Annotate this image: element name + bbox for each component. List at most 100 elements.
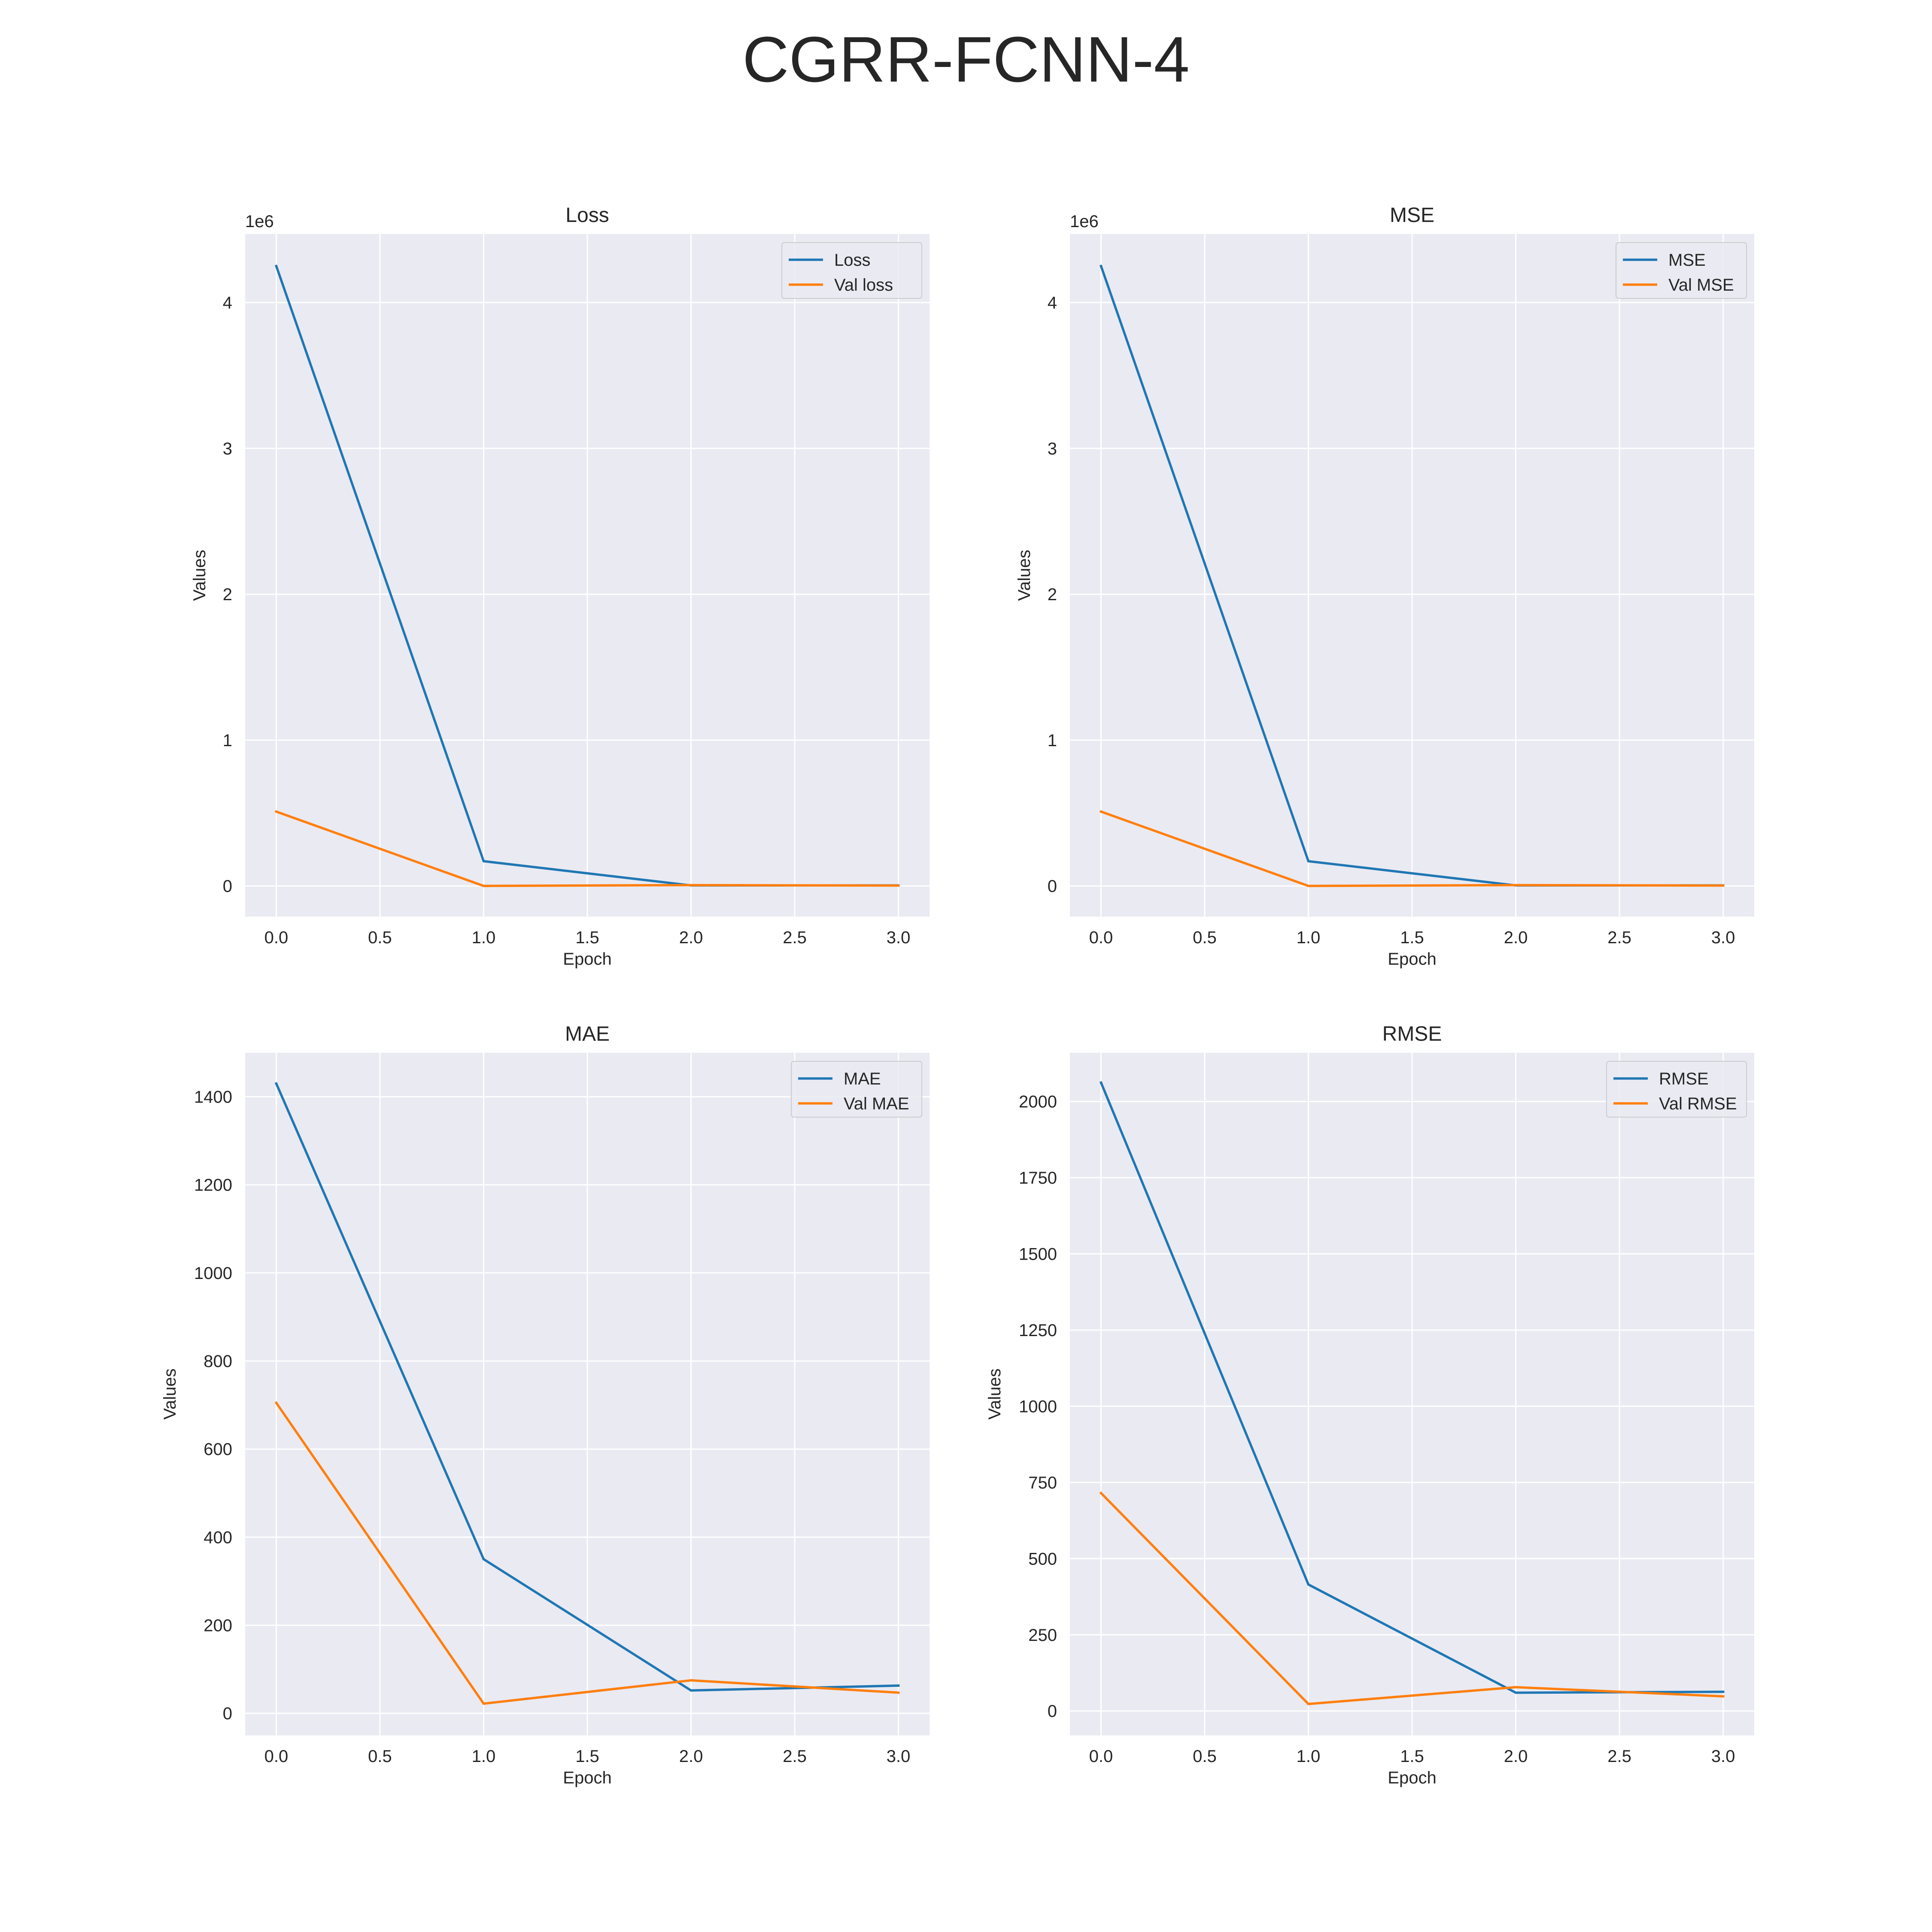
y-axis-label: Values [190, 550, 209, 601]
y-tick-label: 600 [204, 1440, 232, 1459]
x-tick-label: 0.0 [264, 928, 289, 947]
data-point [690, 884, 693, 887]
subplot-title: MSE [1390, 204, 1434, 227]
y-offset-label: 1e6 [245, 212, 274, 231]
y-tick-label: 1750 [1019, 1169, 1057, 1188]
legend-label: Val MAE [844, 1094, 909, 1113]
series-line-val-loss [274, 810, 900, 887]
subplot-mae: 0.0 0.5 1.0 1.5 2.0 2.5 3.0 0 200 400 600 800 1000 12… [161, 1023, 930, 1787]
y-tick-label: 2000 [1019, 1093, 1057, 1112]
x-tick-label: 1.0 [1297, 928, 1321, 947]
subplot-title: Loss [565, 204, 609, 227]
y-tick-label: 4 [223, 294, 232, 313]
x-tick-label: 2.5 [1607, 928, 1631, 947]
legend-label: Val RMSE [1659, 1094, 1737, 1113]
x-tick-label: 2.5 [783, 1747, 807, 1766]
x-tick-label: 0.5 [368, 928, 392, 947]
y-tick-label: 1400 [194, 1088, 232, 1107]
data-point [482, 860, 485, 863]
data-point [1100, 264, 1103, 267]
x-tick-label: 0.5 [368, 1747, 392, 1766]
subplot-title: RMSE [1382, 1023, 1442, 1045]
x-axis-label: Epoch [563, 1768, 611, 1787]
y-tick-label: 1000 [1019, 1397, 1057, 1416]
data-point [690, 1689, 693, 1692]
x-tick-label: 1.5 [1400, 928, 1424, 947]
y-axis-label: Values [161, 1368, 179, 1419]
series-line-val-rmse [1099, 1491, 1725, 1705]
x-tick-label: 2.0 [1504, 928, 1528, 947]
x-tick-label: 0.5 [1193, 1747, 1217, 1766]
subplot-mse: 0.0 0.5 1.0 1.5 2.0 2.5 3.0 0 1 2 3 4 1e6 MSE Epoch Val… [1015, 204, 1754, 969]
y-tick-label: 1500 [1019, 1245, 1057, 1264]
y-tick-label: 1200 [194, 1176, 232, 1195]
x-tick-label: 0.5 [1193, 928, 1217, 947]
x-tick-label: 3.0 [887, 1747, 911, 1766]
x-axis-label: Epoch [1388, 950, 1436, 969]
data-point [897, 884, 900, 887]
x-tick-label: 1.5 [1400, 1747, 1424, 1766]
data-point [897, 1691, 900, 1694]
legend-label: MSE [1668, 251, 1706, 270]
series-line-mae [274, 1082, 900, 1692]
x-tick-label: 3.0 [1711, 1747, 1735, 1766]
data-point [1307, 884, 1310, 887]
x-tick-label: 3.0 [1711, 928, 1735, 947]
x-tick-label: 2.0 [1504, 1747, 1528, 1766]
y-tick-label: 0 [223, 1704, 232, 1723]
data-point [1307, 1583, 1310, 1586]
y-tick-label: 3 [223, 439, 232, 458]
y-tick-label: 1000 [194, 1264, 232, 1283]
x-tick-label: 1.0 [472, 928, 496, 947]
x-tick-label: 0.0 [264, 1747, 289, 1766]
y-tick-label: 0 [1048, 877, 1057, 896]
legend-label: Loss [834, 251, 871, 270]
x-tick-label: 1.5 [575, 928, 599, 947]
data-point [1514, 884, 1517, 887]
y-tick-label: 400 [204, 1528, 232, 1547]
subplot-rmse: 0.0 0.5 1.0 1.5 2.0 2.5 3.0 0 250 500 750 1000 1250 1… [985, 1023, 1754, 1787]
data-point [275, 810, 278, 813]
x-axis-label: Epoch [563, 950, 611, 969]
x-tick-label: 1.0 [472, 1747, 496, 1766]
y-tick-label: 0 [1048, 1702, 1057, 1721]
data-point [1514, 1691, 1517, 1694]
x-tick-label: 2.5 [783, 928, 807, 947]
subplot-grid: 0.0 0.5 1.0 1.5 2.0 2.5 3.0 0 1 2 3 4 1e6 Loss Epoch Va… [161, 204, 1754, 1787]
data-point [1100, 1492, 1103, 1495]
y-axis-label: Values [985, 1368, 1004, 1419]
x-tick-label: 1.0 [1297, 1747, 1321, 1766]
y-tick-label: 0 [223, 877, 232, 896]
y-tick-label: 3 [1048, 439, 1057, 458]
data-point [275, 1082, 278, 1085]
subplot-title: MAE [565, 1023, 610, 1045]
y-offset-label: 1e6 [1070, 212, 1099, 231]
y-tick-label: 2 [1048, 585, 1057, 604]
data-point [1307, 860, 1310, 863]
y-tick-label: 500 [1028, 1549, 1057, 1568]
y-tick-label: 1250 [1019, 1321, 1057, 1340]
data-point [482, 884, 485, 887]
x-tick-label: 1.5 [575, 1747, 599, 1766]
y-tick-label: 1 [223, 731, 232, 750]
legend-label: Val loss [834, 276, 893, 295]
data-point [275, 1401, 278, 1404]
x-axis-label: Epoch [1388, 1768, 1436, 1787]
legend-label: MAE [844, 1069, 881, 1088]
data-point [1722, 884, 1725, 887]
data-point [482, 1702, 485, 1705]
series-line-val-mae [274, 1401, 900, 1705]
x-tick-label: 2.0 [679, 928, 703, 947]
x-tick-label: 0.0 [1089, 1747, 1113, 1766]
y-tick-label: 4 [1048, 294, 1057, 313]
data-point [482, 1558, 485, 1561]
data-point [1722, 1690, 1725, 1693]
y-tick-label: 200 [204, 1616, 232, 1635]
data-point [1100, 810, 1103, 813]
y-tick-label: 750 [1028, 1473, 1057, 1492]
x-tick-label: 2.0 [679, 1747, 703, 1766]
figure-title: CGRR-FCNN-4 [742, 23, 1190, 95]
data-point [1722, 1695, 1725, 1698]
data-point [275, 264, 278, 267]
